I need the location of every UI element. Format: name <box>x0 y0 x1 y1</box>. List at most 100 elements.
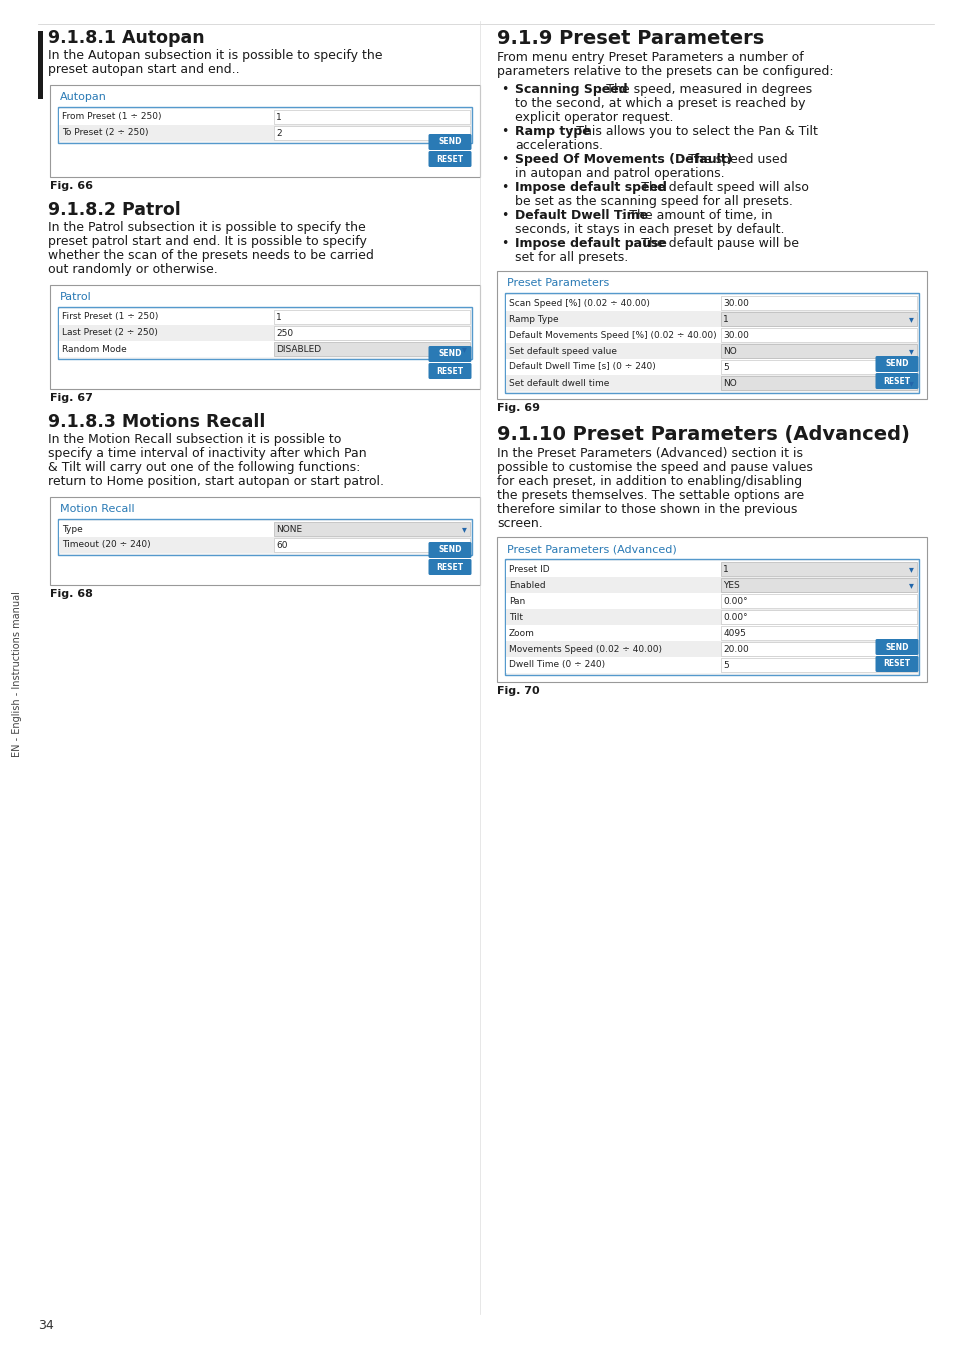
Bar <box>50 284 479 389</box>
Text: First Preset (1 ÷ 250): First Preset (1 ÷ 250) <box>62 313 158 321</box>
Text: •: • <box>500 181 508 194</box>
Text: 9.1.8.2 Patrol: 9.1.8.2 Patrol <box>48 200 180 219</box>
Text: ▾: ▾ <box>461 524 466 533</box>
Bar <box>505 328 917 343</box>
Text: From Preset (1 ÷ 250): From Preset (1 ÷ 250) <box>62 112 161 122</box>
Text: Tilt: Tilt <box>509 612 522 621</box>
Bar <box>274 343 470 356</box>
Bar <box>59 125 471 141</box>
Text: Speed Of Movements (Default): Speed Of Movements (Default) <box>515 153 732 167</box>
Bar <box>274 126 470 139</box>
Text: Patrol: Patrol <box>60 292 91 302</box>
Text: possible to customise the speed and pause values: possible to customise the speed and paus… <box>497 460 812 474</box>
Text: Impose default speed: Impose default speed <box>515 181 666 194</box>
Bar <box>720 344 916 357</box>
Text: DISABLED: DISABLED <box>276 344 321 353</box>
Text: ▾: ▾ <box>908 580 913 590</box>
Text: 9.1.10 Preset Parameters (Advanced): 9.1.10 Preset Parameters (Advanced) <box>497 425 909 444</box>
Text: for each preset, in addition to enabling/disabling: for each preset, in addition to enabling… <box>497 475 801 487</box>
Text: 60: 60 <box>276 540 288 550</box>
Text: 0.00°: 0.00° <box>722 597 747 605</box>
FancyBboxPatch shape <box>428 559 471 575</box>
Text: RESET: RESET <box>436 562 463 571</box>
Text: Preset ID: Preset ID <box>509 565 549 574</box>
Text: 5: 5 <box>722 661 728 669</box>
Text: NO: NO <box>722 347 737 356</box>
Text: ▾: ▾ <box>908 565 913 574</box>
Text: Set default speed value: Set default speed value <box>509 347 617 356</box>
Text: RESET: RESET <box>436 154 463 164</box>
FancyBboxPatch shape <box>875 655 918 672</box>
FancyBboxPatch shape <box>428 363 471 379</box>
Text: therefore similar to those shown in the previous: therefore similar to those shown in the … <box>497 502 797 516</box>
Text: Last Preset (2 ÷ 250): Last Preset (2 ÷ 250) <box>62 329 157 337</box>
Bar <box>58 519 472 555</box>
Text: In the Autopan subsection it is possible to specify the: In the Autopan subsection it is possible… <box>48 49 382 62</box>
Text: Default Dwell Time: Default Dwell Time <box>515 209 647 222</box>
FancyBboxPatch shape <box>428 134 471 150</box>
Text: •: • <box>500 153 508 167</box>
Text: Movements Speed (0.02 ÷ 40.00): Movements Speed (0.02 ÷ 40.00) <box>509 645 661 654</box>
Text: explicit operator request.: explicit operator request. <box>515 111 673 125</box>
Text: 0.00°: 0.00° <box>722 612 747 621</box>
Text: From menu entry Preset Parameters a number of: From menu entry Preset Parameters a numb… <box>497 51 803 64</box>
Text: ▾: ▾ <box>908 378 913 389</box>
Bar <box>720 328 916 343</box>
Text: : The default speed will also: : The default speed will also <box>633 181 808 194</box>
Text: Dwell Time (0 ÷ 240): Dwell Time (0 ÷ 240) <box>509 661 604 669</box>
Text: set for all presets.: set for all presets. <box>515 250 628 264</box>
Text: Fig. 66: Fig. 66 <box>50 181 92 191</box>
Text: SEND: SEND <box>437 349 461 359</box>
Text: 5: 5 <box>722 363 728 371</box>
Text: to the second, at which a preset is reached by: to the second, at which a preset is reac… <box>515 97 804 110</box>
Text: : The speed, measured in degrees: : The speed, measured in degrees <box>597 83 811 96</box>
Text: 1: 1 <box>276 313 282 321</box>
Text: Fig. 70: Fig. 70 <box>497 686 539 696</box>
Text: SEND: SEND <box>437 138 461 146</box>
Text: out randomly or otherwise.: out randomly or otherwise. <box>48 263 217 276</box>
Bar <box>59 110 471 125</box>
Text: 4095: 4095 <box>722 628 745 638</box>
Text: SEND: SEND <box>437 546 461 555</box>
Text: Set default dwell time: Set default dwell time <box>509 379 609 387</box>
Bar <box>58 307 472 359</box>
Bar <box>720 311 916 326</box>
Text: 9.1.8.1 Autopan: 9.1.8.1 Autopan <box>48 28 204 47</box>
Text: Ramp Type: Ramp Type <box>509 314 558 324</box>
Text: Scan Speed [%] (0.02 ÷ 40.00): Scan Speed [%] (0.02 ÷ 40.00) <box>509 298 649 307</box>
Bar <box>720 642 916 655</box>
Text: 9.1.9 Preset Parameters: 9.1.9 Preset Parameters <box>497 28 763 47</box>
Bar <box>505 640 917 657</box>
Text: 1: 1 <box>722 565 728 574</box>
Text: •: • <box>500 209 508 222</box>
Bar <box>505 657 917 673</box>
Bar <box>274 538 470 552</box>
Text: •: • <box>500 125 508 138</box>
Text: In the Motion Recall subsection it is possible to: In the Motion Recall subsection it is po… <box>48 433 341 445</box>
Text: 20.00: 20.00 <box>722 645 748 654</box>
FancyBboxPatch shape <box>428 542 471 558</box>
Bar <box>505 375 917 391</box>
Bar <box>504 292 918 393</box>
Text: Impose default pause: Impose default pause <box>515 237 666 250</box>
FancyBboxPatch shape <box>428 152 471 167</box>
Bar <box>274 310 470 324</box>
Text: RESET: RESET <box>436 367 463 375</box>
Text: EN - English - Instructions manual: EN - English - Instructions manual <box>12 592 22 757</box>
Bar <box>274 110 470 125</box>
Text: SEND: SEND <box>884 360 908 368</box>
Bar <box>720 594 916 608</box>
Text: ▾: ▾ <box>908 347 913 356</box>
Text: parameters relative to the presets can be configured:: parameters relative to the presets can b… <box>497 65 833 79</box>
FancyBboxPatch shape <box>875 639 918 655</box>
Text: Scanning Speed: Scanning Speed <box>515 83 627 96</box>
Bar <box>50 497 479 585</box>
Bar <box>274 326 470 340</box>
Text: 9.1.8.3 Motions Recall: 9.1.8.3 Motions Recall <box>48 413 265 431</box>
Bar <box>274 523 470 536</box>
Text: whether the scan of the presets needs to be carried: whether the scan of the presets needs to… <box>48 249 374 263</box>
Text: screen.: screen. <box>497 517 542 529</box>
Text: To Preset (2 ÷ 250): To Preset (2 ÷ 250) <box>62 129 149 138</box>
Text: 2: 2 <box>276 129 281 138</box>
Text: RESET: RESET <box>882 659 909 669</box>
